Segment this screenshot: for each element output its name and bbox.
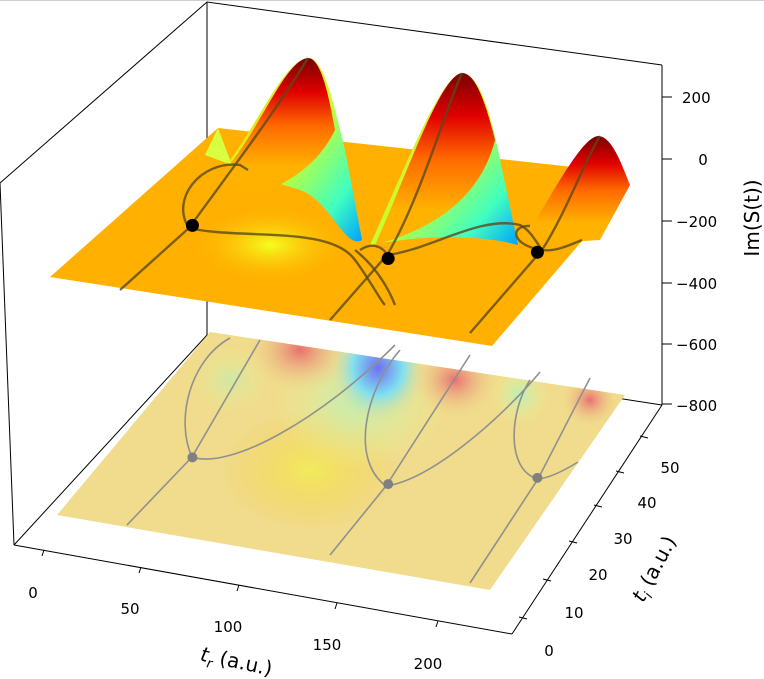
floor-line xyxy=(364,349,401,487)
ti-tick-label: 20 xyxy=(588,566,607,584)
surface-yellow-valley xyxy=(190,205,350,285)
surface-line xyxy=(541,238,583,252)
surface-peak-3 xyxy=(520,136,630,245)
floor-line xyxy=(184,337,231,458)
surface-peak-1 xyxy=(225,58,335,194)
floor-contour xyxy=(57,332,625,590)
z-tick-label: −200 xyxy=(676,213,717,231)
z-tick-label: −400 xyxy=(676,275,717,293)
floor-line xyxy=(191,344,396,460)
surface-line xyxy=(354,249,397,306)
tr-tick-label: 50 xyxy=(120,600,139,618)
tr-axis-label: tr (a.u.) xyxy=(198,642,275,679)
floor-line xyxy=(513,379,539,480)
saddle-point-markers xyxy=(185,218,544,490)
surface-saddle-point xyxy=(530,245,544,259)
ti-tick-label: 40 xyxy=(637,494,656,512)
surface-line xyxy=(329,72,464,321)
floor-trajectory-lines xyxy=(126,337,591,584)
surface-line xyxy=(386,222,543,257)
tr-axis-line xyxy=(13,544,513,635)
surface-line xyxy=(182,163,249,229)
z-tick-label: 200 xyxy=(682,89,711,107)
z-tick-label: 0 xyxy=(698,151,708,169)
surface-saddle-point xyxy=(185,218,199,232)
surface-line xyxy=(119,57,310,291)
ti-axis-line xyxy=(511,404,663,635)
tr-tick-label: 0 xyxy=(28,584,38,602)
z-tick-marks xyxy=(662,96,672,405)
ti-tick-label: 0 xyxy=(544,642,554,660)
ti-tick-label: 30 xyxy=(613,530,632,548)
z-axis-label: Im(S(t)) xyxy=(740,179,764,256)
ti-tick-label: 50 xyxy=(660,459,679,477)
surface-peak-2 xyxy=(375,73,495,245)
floor-red-region-2 xyxy=(410,340,500,420)
ti-tick-label: 10 xyxy=(564,604,583,622)
ti-axis-label: ti (a.u.) xyxy=(627,532,685,608)
z-tick-label: −800 xyxy=(676,397,717,415)
z-tick-label: −600 xyxy=(676,336,717,354)
tr-tick-label: 100 xyxy=(214,618,243,636)
surface-left-ridge xyxy=(205,128,232,165)
surface-line xyxy=(188,226,386,306)
floor-saddle-point xyxy=(383,479,394,490)
tr-tick-label: 200 xyxy=(414,655,443,673)
floor-saddle-point xyxy=(187,452,198,463)
surface-line xyxy=(469,135,602,334)
surface-saddle-point xyxy=(381,252,395,266)
floor-green-region-3 xyxy=(190,345,270,415)
axes-box xyxy=(0,1,663,635)
floor-red-region-1 xyxy=(245,332,355,395)
tr-tick-marks xyxy=(41,549,439,628)
floor-saddle-point xyxy=(532,472,543,483)
tr-tick-label: 150 xyxy=(313,636,342,654)
box-front-vertical-edge xyxy=(0,182,15,546)
ti-tick-marks xyxy=(518,435,649,620)
surface-3d xyxy=(50,57,630,346)
